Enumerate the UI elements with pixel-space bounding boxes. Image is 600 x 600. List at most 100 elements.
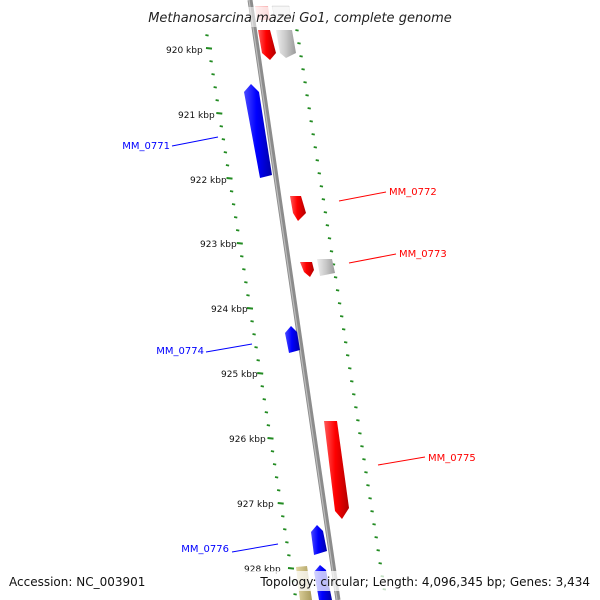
kbp-tick-mark — [226, 177, 233, 180]
kbp-tick-mark — [287, 554, 291, 557]
gene-label-mm-0775[interactable]: MM_0775 — [428, 453, 476, 464]
title-backdrop — [138, 7, 462, 27]
kbp-tick-mark — [233, 216, 238, 219]
forward-tick-mark — [360, 445, 364, 448]
forward-tick-mark — [335, 289, 340, 292]
callout-line-mm-0776 — [231, 543, 279, 553]
callout-line-mm-0775 — [377, 456, 426, 466]
gene-label-mm-0773[interactable]: MM_0773 — [399, 249, 447, 260]
kbp-tick-mark — [240, 255, 244, 258]
kbp-label: 927 kbp — [237, 500, 274, 510]
gene-feature-mm-0772[interactable] — [290, 196, 306, 221]
forward-tick-mark — [356, 419, 360, 422]
kbp-tick-mark — [252, 333, 256, 336]
forward-tick-mark — [358, 432, 362, 435]
kbp-labels: 920 kbp 921 kbp 922 kbp 923 kbp 924 kbp … — [166, 46, 281, 575]
forward-tick-mark — [321, 198, 326, 201]
forward-tick-mark — [325, 224, 330, 227]
kbp-tick-mark — [205, 47, 213, 50]
gene-label-mm-0772[interactable]: MM_0772 — [389, 187, 437, 198]
kbp-tick-mark — [209, 60, 213, 63]
forward-tick-mark — [374, 536, 378, 539]
forward-tick-mark — [378, 562, 382, 565]
kbp-tick-mark — [260, 385, 265, 388]
map-title: Methanosarcina mazei Go1, complete genom… — [148, 11, 452, 26]
gene-feature-mm-0771[interactable] — [244, 84, 272, 178]
forward-tick-mark — [311, 133, 315, 136]
kbp-tick-mark — [246, 294, 250, 297]
kbp-tick-mark — [211, 73, 215, 76]
kbp-label: 920 kbp — [166, 46, 203, 56]
kbp-label: 923 kbp — [200, 240, 237, 250]
gene-feature-mm-0773[interactable] — [300, 262, 314, 277]
gene-label-mm-0771[interactable]: MM_0771 — [122, 141, 170, 152]
kbp-tick-mark — [205, 34, 209, 37]
forward-tick-mark — [319, 185, 324, 188]
callout-line-mm-0774 — [205, 343, 253, 353]
gene-label-mm-0774[interactable]: MM_0774 — [156, 346, 204, 357]
kbp-tick-mark — [281, 515, 285, 518]
forward-tick-mark — [297, 42, 301, 45]
forward-tick-mark — [317, 172, 322, 175]
forward-tick-mark — [337, 302, 342, 305]
gene-callouts — [171, 136, 426, 553]
gene-label-mm-0776[interactable]: MM_0776 — [181, 544, 229, 555]
kbp-tick-mark — [223, 151, 228, 154]
kbp-tick-mark — [244, 281, 248, 284]
gene-feature-mm-0774[interactable] — [285, 326, 300, 353]
kbp-tick-mark — [229, 190, 234, 193]
kbp-tick-mark — [213, 86, 217, 89]
genome-backbone — [247, 0, 341, 600]
forward-tick-mark — [339, 315, 344, 318]
gene-feature-top-red[interactable] — [258, 30, 276, 60]
forward-tick-mark — [352, 393, 356, 396]
forward-tick-mark — [370, 510, 374, 513]
forward-tick-mark — [313, 146, 318, 149]
kbp-tick-mark — [221, 138, 226, 141]
kbp-tick-mark — [266, 424, 271, 427]
kbp-tick-mark — [270, 450, 275, 453]
kbp-tick-mark — [246, 307, 254, 310]
forward-tick-mark — [299, 55, 303, 58]
genome-backbone-highlight — [248, 0, 338, 600]
kbp-tick-mark — [264, 411, 269, 414]
forward-tick-mark — [323, 211, 328, 214]
kbp-tick-mark — [283, 528, 287, 531]
kbp-tick-mark — [236, 242, 243, 245]
forward-tick-mark — [301, 68, 305, 71]
gene-feature-mm-0776[interactable] — [311, 525, 327, 555]
forward-tick-mark — [345, 354, 350, 357]
forward-tick-mark — [350, 380, 354, 383]
kbp-label: 928 kbp — [244, 565, 281, 575]
kbp-tick-mark — [267, 437, 274, 440]
callout-line-mm-0771 — [171, 136, 219, 147]
forward-tick-mark — [362, 458, 366, 461]
forward-tick-mark — [341, 328, 346, 331]
gene-feature-mm-0775[interactable] — [324, 421, 349, 519]
kbp-tick-mark — [242, 268, 246, 271]
kbp-tick-mark — [276, 489, 281, 492]
forward-tick-mark — [327, 237, 332, 240]
kbp-tick-mark — [272, 463, 277, 466]
kbp-tick-mark — [293, 593, 297, 596]
kbp-tick-mark — [256, 359, 260, 362]
kbp-tick-mark — [287, 567, 295, 570]
forward-tick-mark — [307, 107, 311, 110]
kbp-tick-mark — [257, 372, 264, 375]
forward-tick-mark — [305, 94, 309, 97]
kbp-tick-mark — [215, 99, 219, 102]
forward-tick-mark — [295, 29, 299, 32]
kbp-tick-mark — [274, 476, 279, 479]
kbp-tick-mark — [219, 125, 224, 128]
gene-labels: MM_0771 MM_0772 MM_0773 MM_0774 MM_0775 … — [122, 141, 475, 555]
forward-tick-mark — [343, 341, 348, 344]
kbp-label: 924 kbp — [211, 305, 248, 315]
kbp-tick-mark — [254, 346, 258, 349]
kbp-tick-mark — [250, 320, 254, 323]
kbp-tick-mark — [231, 203, 236, 206]
kbp-tick-mark — [225, 164, 230, 167]
callout-line-mm-0772 — [338, 191, 387, 202]
forward-tick-mark — [309, 120, 313, 123]
feature-mm-0773-neighbour[interactable] — [317, 259, 335, 276]
